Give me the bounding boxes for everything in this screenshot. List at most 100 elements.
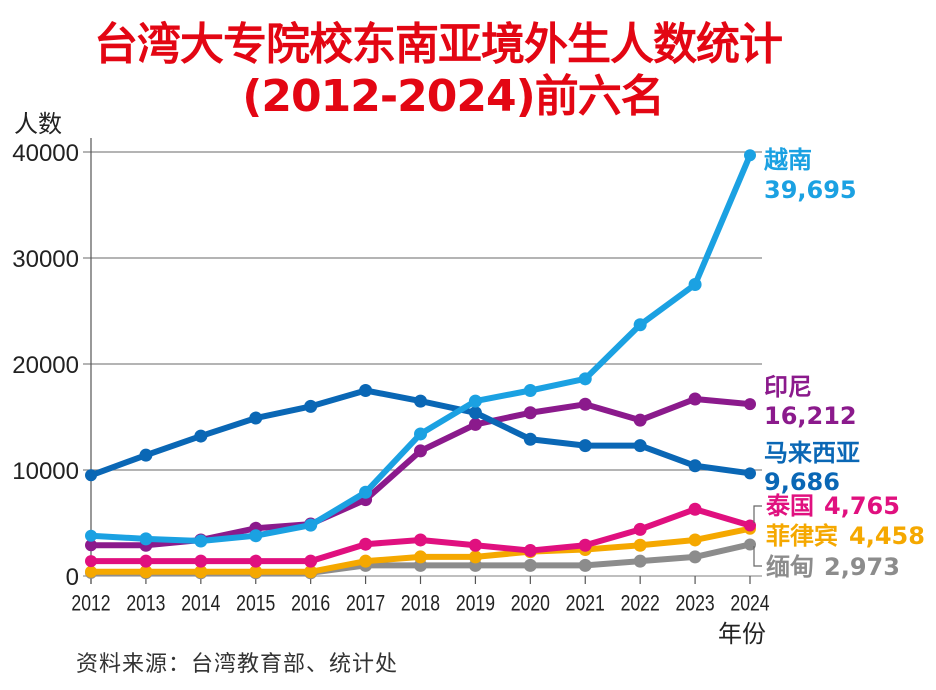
data-point (194, 534, 208, 548)
x-tick-label: 2020 (511, 592, 550, 616)
data-point (744, 538, 756, 551)
data-point (523, 432, 537, 446)
y-tick-label: 40000 (12, 140, 79, 167)
data-point (194, 565, 208, 579)
data-point (523, 558, 537, 572)
series-value-label: 39,695 (764, 176, 857, 204)
data-point (85, 565, 97, 578)
data-point (85, 469, 97, 482)
chart-title-line2: (2012-2024)前六名 (242, 71, 664, 122)
x-tick-label: 2021 (566, 592, 605, 616)
data-point (688, 533, 702, 547)
x-axis-label: 年份 (718, 620, 766, 648)
data-point (414, 550, 427, 564)
data-point (468, 550, 482, 564)
x-tick-label: 2013 (126, 592, 165, 616)
data-point (578, 439, 592, 453)
data-point (578, 397, 592, 411)
data-point (468, 417, 482, 431)
data-point (468, 394, 482, 408)
data-point (249, 554, 263, 568)
label-connector (753, 505, 762, 523)
data-point (139, 532, 153, 546)
x-tick-label: 2018 (401, 592, 440, 616)
x-tick-label: 2019 (456, 592, 495, 616)
x-tick-label: 2024 (730, 592, 769, 616)
y-tick-label: 20000 (12, 352, 79, 379)
data-point (414, 427, 427, 441)
data-point (578, 372, 592, 386)
data-point (523, 406, 537, 420)
data-point (194, 554, 208, 568)
series-name-label: 印尼 (764, 373, 812, 401)
x-tick-label: 2023 (676, 592, 715, 616)
data-point (523, 544, 537, 558)
series-value-label: 4,765 (824, 492, 900, 520)
data-point (633, 318, 647, 332)
data-point (688, 550, 702, 564)
data-point (359, 485, 373, 499)
series-value-label: 4,458 (849, 522, 925, 550)
source-note: 资料来源：台湾教育部、统计处 (76, 652, 399, 677)
data-point (139, 554, 153, 568)
series-value-label: 2,973 (824, 553, 900, 581)
data-point (633, 522, 647, 536)
data-point (249, 411, 263, 425)
series-value-label: 16,212 (764, 402, 857, 430)
label-connector (753, 546, 762, 567)
data-point (744, 398, 756, 411)
x-tick-label: 2016 (291, 592, 330, 616)
x-tick-label: 2014 (181, 592, 220, 616)
series-name-label: 缅甸 (766, 553, 814, 581)
x-tick-label: 2012 (71, 592, 110, 616)
data-point (633, 413, 647, 427)
data-point (578, 538, 592, 552)
data-point (523, 384, 537, 397)
series-name-label: 泰国 (766, 492, 814, 520)
data-point (304, 518, 318, 532)
data-point (359, 384, 373, 397)
data-point (249, 529, 263, 543)
series-name-label: 菲律宾 (766, 522, 838, 550)
data-point (633, 538, 647, 552)
series-line-0 (88, 152, 753, 545)
x-tick-label: 2015 (236, 592, 275, 616)
chart-title-line1: 台湾大专院校东南亚境外生人数统计 (94, 19, 783, 70)
data-point (688, 278, 702, 291)
data-point (633, 554, 647, 568)
data-point (359, 554, 373, 568)
y-axis-label: 人数 (14, 110, 62, 138)
data-point (139, 448, 153, 462)
data-point (414, 394, 427, 408)
data-point (304, 565, 318, 579)
data-point (633, 439, 647, 453)
data-point (414, 444, 427, 458)
data-point (468, 538, 482, 552)
data-point (359, 537, 373, 551)
y-tick-label: 10000 (12, 458, 79, 485)
data-point (744, 149, 756, 162)
data-point (688, 392, 702, 406)
data-point (85, 539, 97, 552)
data-point (85, 555, 97, 568)
data-point (468, 406, 482, 420)
x-tick-label: 2017 (346, 592, 385, 616)
data-point (139, 565, 153, 579)
data-point (249, 565, 263, 579)
data-point (744, 519, 756, 532)
series-name-label: 马来西亚 (764, 439, 860, 467)
data-point (578, 558, 592, 572)
data-point (688, 459, 702, 473)
data-point (194, 429, 208, 443)
data-point (414, 533, 427, 547)
y-tick-label: 30000 (12, 246, 79, 273)
y-tick-label: 0 (66, 564, 79, 591)
data-point (688, 502, 702, 516)
data-point (85, 529, 97, 542)
series-value-label: 9,686 (764, 468, 840, 496)
data-point (304, 554, 318, 568)
data-point (744, 467, 756, 480)
data-point (304, 399, 318, 413)
series-name-label: 越南 (764, 146, 812, 174)
